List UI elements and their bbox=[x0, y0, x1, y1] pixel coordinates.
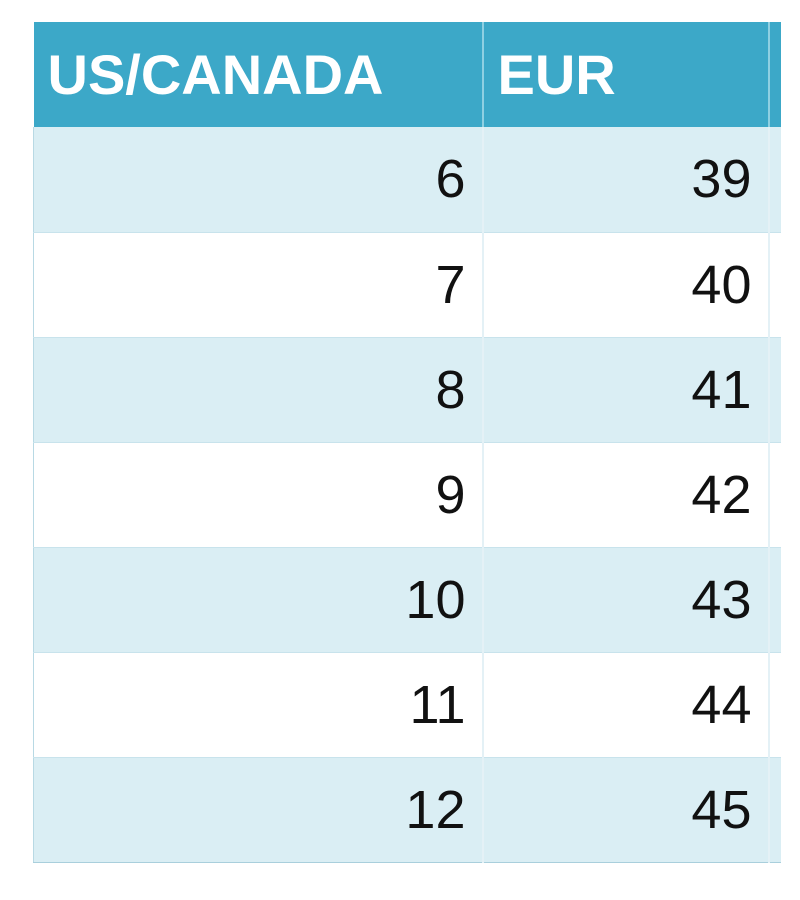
table-cell: 43 bbox=[482, 547, 770, 653]
table-row: 12 45 bbox=[33, 757, 781, 863]
table-cell: 42 bbox=[482, 442, 770, 548]
table-row: 8 41 bbox=[33, 337, 781, 443]
size-table-container: US/CANADA EUR 6 39 7 40 8 41 9 42 10 43 11 44 12 45 bbox=[33, 22, 781, 863]
table-cell-overflow bbox=[768, 232, 781, 338]
table-row: 6 39 bbox=[33, 127, 781, 233]
table-row: 11 44 bbox=[33, 652, 781, 758]
header-cell: US/CANADA bbox=[33, 22, 484, 127]
table-cell: 10 bbox=[33, 547, 484, 653]
table-cell-overflow bbox=[768, 547, 781, 653]
table-cell: 45 bbox=[482, 757, 770, 863]
table-cell: 11 bbox=[33, 652, 484, 758]
table-cell: 8 bbox=[33, 337, 484, 443]
header-cell: EUR bbox=[482, 22, 770, 127]
table-cell: 41 bbox=[482, 337, 770, 443]
size-table: US/CANADA EUR 6 39 7 40 8 41 9 42 10 43 11 44 12 45 bbox=[33, 22, 781, 863]
table-cell: 39 bbox=[482, 127, 770, 233]
table-row: 7 40 bbox=[33, 232, 781, 338]
table-cell-overflow bbox=[768, 442, 781, 548]
table-row: 10 43 bbox=[33, 547, 781, 653]
table-cell-overflow bbox=[768, 757, 781, 863]
header-cell-overflow bbox=[768, 22, 781, 127]
table-cell: 9 bbox=[33, 442, 484, 548]
table-row: 9 42 bbox=[33, 442, 781, 548]
table-cell-overflow bbox=[768, 652, 781, 758]
header-row: US/CANADA EUR bbox=[33, 22, 781, 127]
table-cell: 12 bbox=[33, 757, 484, 863]
table-cell: 7 bbox=[33, 232, 484, 338]
table-cell: 40 bbox=[482, 232, 770, 338]
table-cell: 44 bbox=[482, 652, 770, 758]
table-cell-overflow bbox=[768, 337, 781, 443]
table-cell-overflow bbox=[768, 127, 781, 233]
table-cell: 6 bbox=[33, 127, 484, 233]
